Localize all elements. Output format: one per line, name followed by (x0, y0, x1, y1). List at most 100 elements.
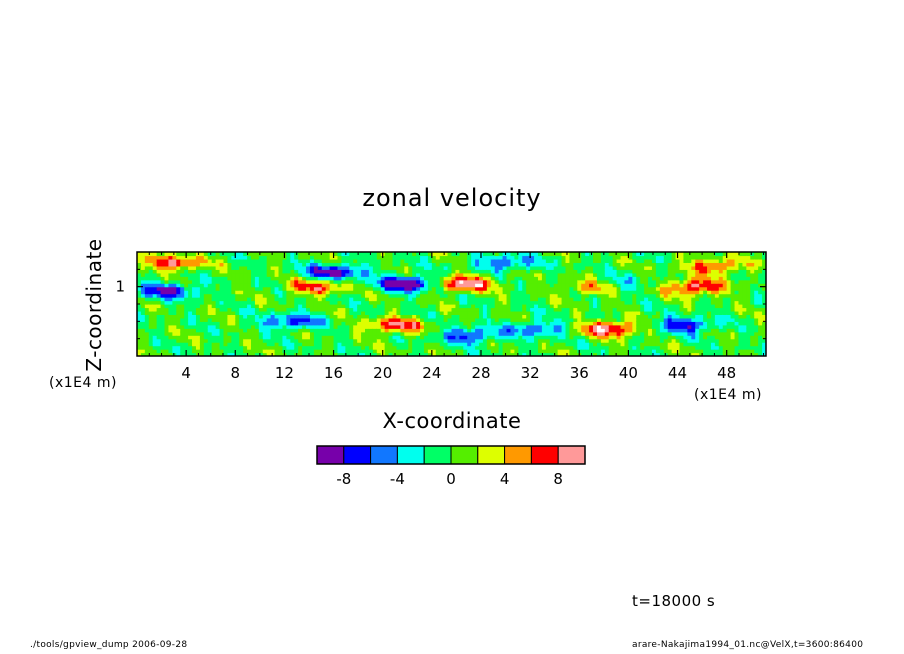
field-cell (274, 304, 280, 309)
field-cell (537, 269, 543, 274)
field-cell (573, 324, 578, 329)
field-cell (679, 310, 685, 315)
field-cell (372, 279, 378, 284)
field-cell (471, 262, 476, 267)
field-cell (659, 331, 665, 336)
field-cell (160, 262, 166, 267)
field-cell (514, 345, 519, 350)
field-cell (427, 328, 433, 333)
field-cell (160, 290, 166, 295)
field-cell (278, 307, 284, 312)
field-cell (431, 304, 437, 309)
field-cell (510, 338, 515, 343)
field-cell (176, 286, 181, 291)
field-cell (176, 345, 181, 350)
field-cell (730, 300, 736, 305)
field-cell (215, 307, 221, 312)
field-cell (600, 338, 606, 343)
field-cell (144, 258, 150, 263)
field-cell (671, 307, 677, 312)
field-cell (616, 279, 622, 284)
field-cell (164, 335, 170, 340)
field-cell (164, 314, 170, 319)
field-cell (722, 349, 728, 354)
field-cell (203, 314, 209, 319)
field-cell (451, 335, 457, 340)
field-cell (278, 349, 284, 354)
field-cell (612, 255, 618, 260)
field-cell (671, 252, 677, 257)
field-cell (258, 290, 264, 295)
field-cell (192, 283, 197, 288)
field-cell (486, 352, 492, 356)
field-cell (376, 300, 382, 305)
field-cell (620, 262, 626, 267)
field-cell (758, 307, 763, 312)
field-cell (286, 304, 291, 309)
field-cell (227, 352, 232, 356)
field-cell (471, 255, 476, 260)
field-cell (699, 279, 704, 284)
field-cell (490, 283, 496, 288)
field-cell (439, 338, 445, 343)
field-cell (632, 276, 637, 281)
field-cell (329, 352, 335, 356)
field-cell (294, 349, 299, 354)
field-cell (254, 276, 260, 281)
field-cell (482, 276, 488, 281)
field-cell (628, 262, 633, 267)
field-cell (278, 352, 284, 356)
field-cell (180, 255, 185, 260)
field-cell (144, 324, 150, 329)
field-cell (262, 290, 268, 295)
field-cell (282, 290, 287, 295)
field-cell (467, 290, 472, 295)
field-cell (565, 290, 571, 295)
field-cell (144, 349, 150, 354)
field-cell (589, 338, 594, 343)
field-cell (589, 272, 594, 277)
field-cell (648, 314, 653, 319)
field-cell (199, 283, 205, 288)
field-cell (762, 255, 766, 260)
field-cell (620, 293, 626, 298)
field-cell (482, 321, 488, 326)
field-cell (604, 331, 610, 336)
field-cell (624, 290, 629, 295)
field-cell (612, 324, 618, 329)
field-cell (223, 349, 229, 354)
field-cell (663, 276, 669, 281)
field-cell (624, 328, 629, 333)
field-cell (687, 300, 692, 305)
field-cell (357, 321, 362, 326)
field-cell (655, 328, 661, 333)
field-cell (703, 335, 708, 340)
field-cell (624, 352, 629, 356)
field-cell (604, 314, 610, 319)
field-cell (431, 293, 437, 298)
field-cell (431, 328, 437, 333)
field-cell (482, 269, 488, 274)
field-cell (486, 272, 492, 277)
x-tick-label: 28 (471, 364, 490, 382)
field-cell (184, 331, 189, 336)
field-cell (530, 300, 535, 305)
field-cell (695, 290, 700, 295)
field-cell (467, 314, 472, 319)
field-cell (195, 265, 201, 270)
field-cell (321, 307, 327, 312)
field-cell (596, 317, 602, 322)
field-cell (380, 304, 386, 309)
field-cell (247, 349, 252, 354)
field-cell (593, 317, 598, 322)
field-cell (593, 321, 598, 326)
field-cell (392, 317, 398, 322)
field-cell (482, 324, 488, 329)
field-cell (380, 269, 386, 274)
field-cell (624, 335, 629, 340)
field-cell (207, 349, 213, 354)
field-cell (140, 265, 146, 270)
field-cell (675, 342, 681, 347)
field-cell (663, 335, 669, 340)
field-cell (439, 255, 445, 260)
